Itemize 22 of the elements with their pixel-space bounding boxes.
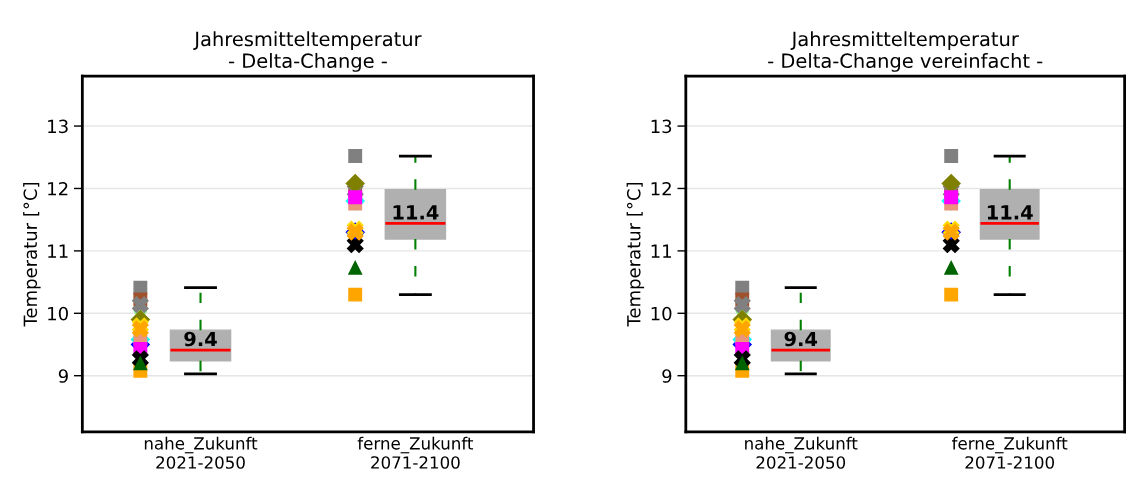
chart-title: Jahresmitteltemperatur - Delta-Change -	[193, 31, 422, 72]
annotation: 9.4	[184, 331, 217, 347]
y-tick-label: 12	[651, 181, 671, 196]
y-axis-title: Temperatur [°C]	[626, 182, 645, 327]
y-tick-label: 10	[48, 306, 68, 321]
y-tick-label: 9	[58, 369, 68, 383]
annotation: 11.4	[987, 205, 1033, 220]
x-tick-label: nahe_Zukunft 2021-2050	[144, 436, 258, 469]
y-tick-label: 12	[48, 181, 68, 196]
y-axis-title: Temperatur [°C]	[23, 182, 41, 327]
x-tick-label: nahe_Zukunft 2021-2050	[745, 436, 858, 469]
y-tick-label: 10	[651, 306, 672, 321]
x-tick-label: ferne_Zukunft 2071-2100	[951, 436, 1068, 469]
y-tick-label: 11	[48, 244, 68, 258]
annotation: 9.4	[784, 331, 818, 347]
x-tick-label: ferne_Zukunft 2071-2100	[357, 436, 474, 469]
chart-title: Jahresmitteltemperatur - Delta-Change vereinfacht -	[768, 31, 1043, 72]
y-tick-label: 13	[48, 119, 68, 134]
y-tick-label: 13	[651, 119, 672, 134]
annotation: 11.4	[393, 205, 439, 220]
y-tick-label: 11	[651, 244, 671, 258]
y-tick-label: 9	[662, 369, 672, 383]
